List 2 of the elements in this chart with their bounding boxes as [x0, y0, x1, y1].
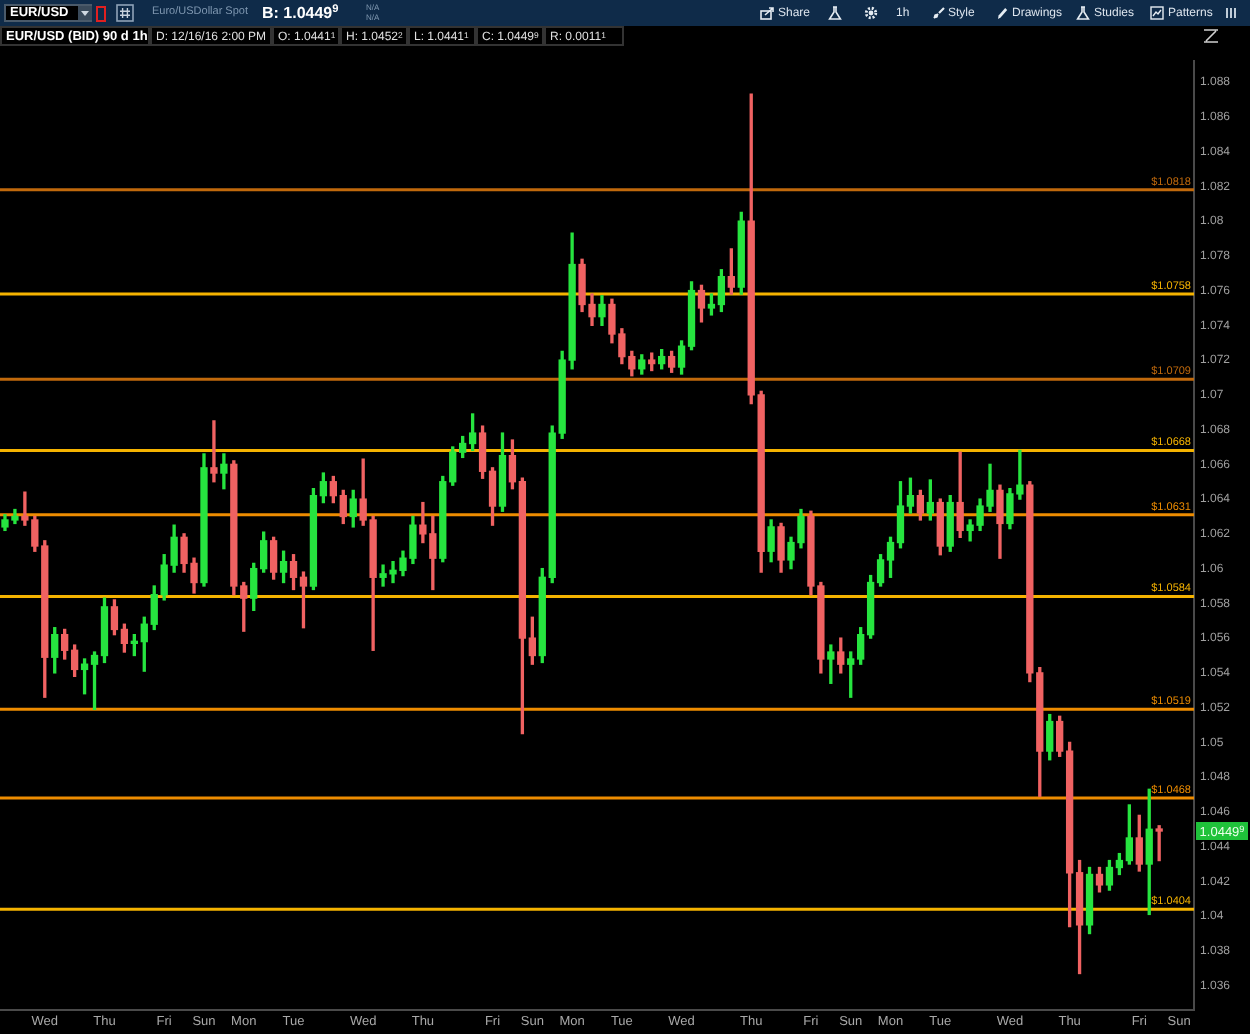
candlestick	[210, 420, 218, 483]
text: B: 1.0449$^{9}$	[262, 3, 339, 21]
